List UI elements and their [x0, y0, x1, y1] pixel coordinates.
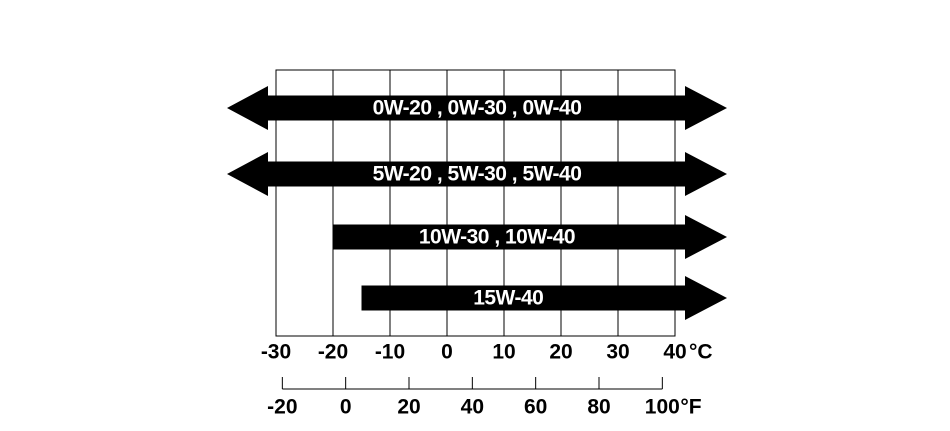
grade-label: 5W-20 , 5W-30 , 5W-40 — [373, 163, 582, 186]
celsius-tick-label: 0 — [441, 341, 453, 364]
fahrenheit-tick-label: 0 — [340, 396, 352, 419]
celsius-tick-label: -20 — [318, 341, 348, 364]
fahrenheit-tick-label: 100 — [645, 396, 680, 419]
grade-arrow — [227, 86, 727, 130]
grade-label: 0W-20 , 0W-30 , 0W-40 — [373, 97, 582, 120]
grade-label: 10W-30 , 10W-40 — [419, 226, 575, 249]
celsius-tick-label: 10 — [492, 341, 515, 364]
fahrenheit-tick-label: 80 — [587, 396, 610, 419]
celsius-tick-label: -10 — [375, 341, 405, 364]
frame — [275, 69, 676, 337]
fahrenheit-tick-label: 60 — [524, 396, 547, 419]
fahrenheit-tick-label: -20 — [267, 396, 297, 419]
celsius-tick-label: 40 — [663, 341, 686, 364]
celsius-tick-label: 30 — [606, 341, 629, 364]
fahrenheit-tick-label: 40 — [461, 396, 484, 419]
grade-label: 15W-40 — [473, 287, 543, 310]
grade-arrow — [333, 215, 727, 259]
fahrenheit-unit: °F — [680, 396, 701, 419]
celsius-tick-label: -30 — [261, 341, 291, 364]
grade-arrow — [361, 276, 727, 320]
grade-arrow — [227, 152, 727, 196]
fahrenheit-tick-label: 20 — [397, 396, 420, 419]
celsius-tick-label: 20 — [549, 341, 572, 364]
celsius-unit: °C — [689, 341, 713, 364]
